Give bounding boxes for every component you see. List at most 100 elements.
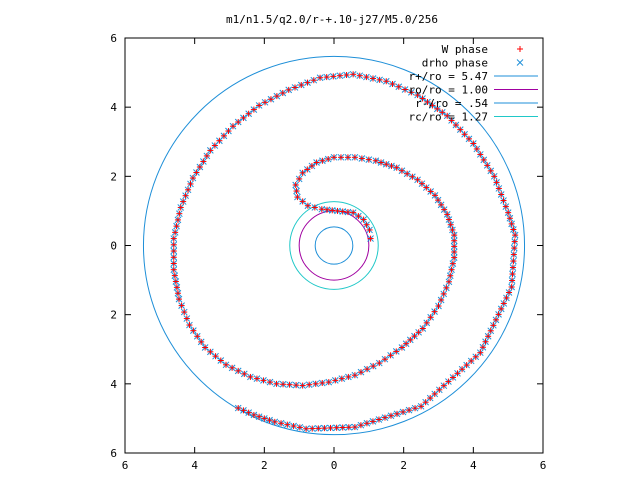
w-phase-point xyxy=(202,344,209,351)
x-tick-label: 0 xyxy=(331,459,338,472)
w-phase-point xyxy=(427,314,434,321)
w-phase-point xyxy=(278,420,285,427)
w-phase-point xyxy=(312,380,319,387)
w-phase-point xyxy=(299,382,306,389)
w-phase-point xyxy=(451,254,458,261)
w-phase-point xyxy=(411,333,418,340)
y-tick-label: 6 xyxy=(110,32,117,45)
w-phase-point xyxy=(304,166,311,173)
w-phase-point xyxy=(266,417,273,424)
w-phase-point xyxy=(436,386,443,393)
w-phase-point xyxy=(241,370,248,377)
w-phase-point xyxy=(404,170,411,177)
w-phase-point xyxy=(366,226,373,233)
w-phase-point xyxy=(250,411,257,418)
w-phase-point xyxy=(290,423,297,430)
w-phase-point xyxy=(331,154,337,161)
w-phase-point xyxy=(414,92,421,99)
legend-label: ro/ro = 1.00 xyxy=(409,84,488,97)
w-phase-point xyxy=(468,357,475,364)
legend-label: r-/ro = .54 xyxy=(415,97,488,110)
w-phase-point xyxy=(182,192,189,199)
w-phase-point xyxy=(480,156,487,163)
w-phase-point xyxy=(473,145,480,152)
w-phase-point xyxy=(260,377,267,384)
w-phase-point xyxy=(174,216,181,223)
reference-circle xyxy=(289,201,379,290)
w-phase-point xyxy=(451,232,458,239)
w-phase-point xyxy=(482,338,489,345)
w-phase-point xyxy=(173,223,180,230)
w-phase-point xyxy=(510,258,517,265)
y-tick-label: 2 xyxy=(110,170,117,183)
w-phase-point xyxy=(327,424,334,431)
w-phase-point xyxy=(451,248,458,255)
w-phase-point xyxy=(343,72,350,79)
w-phase-point xyxy=(400,408,407,415)
w-phase-point xyxy=(250,106,257,113)
w-phase-point xyxy=(321,425,328,432)
w-phase-point xyxy=(451,237,458,244)
y-tick-label: 4 xyxy=(110,101,117,114)
w-phase-point xyxy=(431,308,438,315)
w-phase-point xyxy=(339,208,346,215)
w-phase-point xyxy=(387,352,394,359)
w-phase-point xyxy=(309,425,316,432)
w-phase-point xyxy=(330,73,337,80)
w-phase-point xyxy=(296,424,303,431)
w-phase-point xyxy=(451,243,458,250)
w-phase-point xyxy=(383,78,390,85)
w-phase-point xyxy=(427,395,434,402)
w-phase-point xyxy=(508,220,515,227)
w-phase-point xyxy=(190,327,197,334)
w-phase-point xyxy=(409,173,416,180)
w-phase-point xyxy=(424,98,431,105)
w-phase-point xyxy=(332,377,339,384)
w-phase-point xyxy=(422,399,429,406)
w-phase-point xyxy=(174,290,181,297)
w-phase-point xyxy=(324,206,331,213)
w-phase-point xyxy=(461,131,468,138)
w-phase-point xyxy=(334,207,341,214)
w-phase-point xyxy=(207,147,214,154)
w-phase-point xyxy=(398,167,405,174)
w-phase-point xyxy=(273,93,280,100)
w-phase-point xyxy=(477,349,484,356)
w-phase-point xyxy=(415,329,422,336)
w-phase-point xyxy=(370,75,377,82)
w-phase-point xyxy=(171,272,178,279)
w-phase-point xyxy=(457,126,464,133)
w-phase-point xyxy=(303,425,310,432)
w-phase-point xyxy=(427,188,434,195)
w-phase-point xyxy=(423,184,430,191)
w-phase-point xyxy=(440,382,447,389)
w-phase-point xyxy=(220,132,227,139)
w-phase-point xyxy=(512,232,519,239)
w-phase-point xyxy=(498,305,505,312)
w-phase-point xyxy=(388,412,394,419)
w-phase-point xyxy=(358,155,365,162)
w-phase-point xyxy=(240,407,247,414)
w-phase-point xyxy=(176,210,183,217)
w-phase-point xyxy=(448,117,455,124)
w-phase-point xyxy=(395,83,402,90)
legend-label: rc/ro = 1.27 xyxy=(409,111,488,124)
x-tick-label: 6 xyxy=(540,459,547,472)
w-phase-point xyxy=(463,362,470,369)
w-phase-point xyxy=(181,309,188,316)
w-phase-point xyxy=(449,226,456,233)
w-phase-point xyxy=(216,137,223,144)
w-phase-point xyxy=(423,319,430,326)
w-phase-point xyxy=(393,164,400,171)
w-phase-point xyxy=(435,303,442,310)
w-phase-point xyxy=(170,254,177,261)
w-phase-point xyxy=(479,344,486,351)
w-phase-point xyxy=(511,238,518,245)
w-phase-point xyxy=(207,348,214,355)
w-phase-point xyxy=(490,322,497,329)
w-phase-point xyxy=(293,382,300,389)
w-phase-point xyxy=(355,213,362,220)
w-phase-point xyxy=(434,105,441,112)
w-phase-point xyxy=(509,264,516,271)
